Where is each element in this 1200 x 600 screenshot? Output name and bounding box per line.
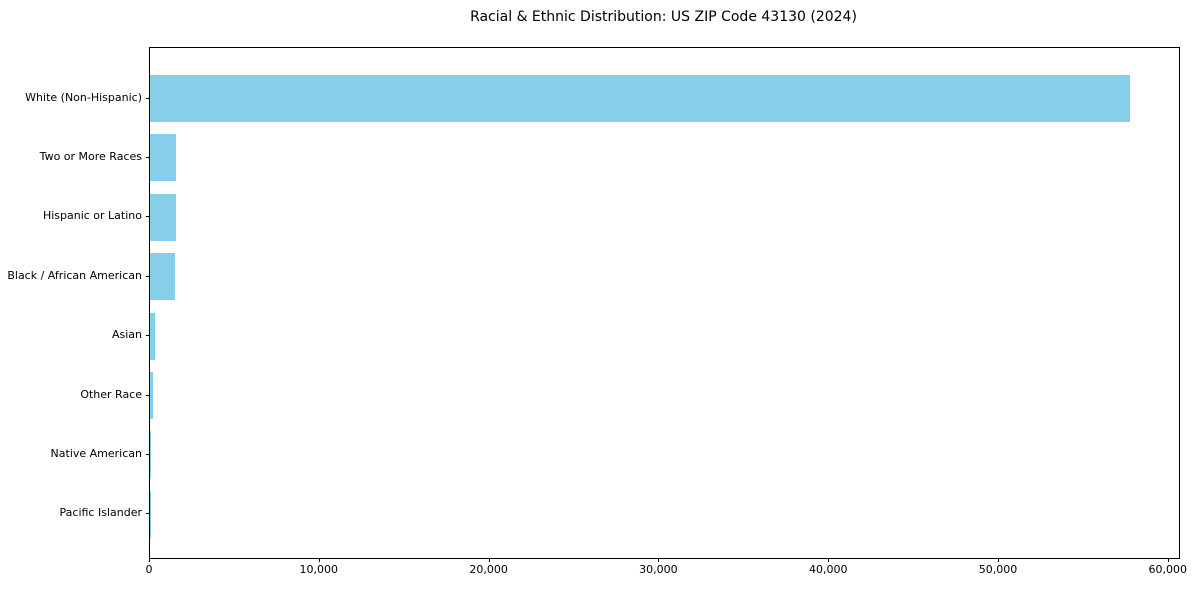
x-axis-tick-label: 40,000 — [808, 563, 848, 576]
y-axis-tick-label: Pacific Islander — [59, 506, 142, 520]
x-tick-mark — [828, 558, 830, 562]
y-axis-tick-label: Black / African American — [7, 268, 142, 282]
y-axis-tick-label: Asian — [111, 328, 142, 342]
bar-5 — [150, 372, 153, 419]
y-tick-mark — [146, 97, 150, 99]
plot-area — [149, 47, 1180, 559]
y-axis-tick-label: White (Non-Hispanic) — [25, 90, 142, 104]
x-tick-mark — [998, 558, 999, 562]
bar-1 — [150, 134, 177, 182]
x-axis-tick-label: 10,000 — [299, 563, 339, 576]
x-tick-mark — [658, 558, 660, 562]
x-axis-tick-label: 50,000 — [978, 563, 1018, 576]
bar-6 — [150, 431, 151, 479]
y-axis-tick-label: Hispanic or Latino — [42, 209, 142, 223]
x-tick-mark — [1167, 558, 1169, 562]
x-tick-mark — [318, 558, 320, 562]
chart-title: Racial & Ethnic Distribution: US ZIP Cod… — [470, 9, 857, 25]
y-tick-mark — [146, 156, 150, 158]
x-axis-tick-label: 20,000 — [469, 563, 508, 576]
y-tick-mark — [146, 335, 150, 337]
y-tick-mark — [146, 513, 150, 515]
bar-4 — [150, 312, 155, 360]
y-tick-mark — [146, 453, 150, 455]
y-tick-mark — [146, 394, 150, 396]
bar-0 — [150, 75, 1130, 122]
x-tick-mark — [488, 558, 490, 562]
x-axis-tick-label: 60,000 — [1148, 563, 1188, 576]
y-axis-tick-label: Other Race — [80, 387, 142, 401]
y-tick-mark — [146, 275, 150, 277]
y-tick-mark — [146, 216, 150, 218]
x-tick-mark — [149, 558, 150, 562]
bar-3 — [150, 253, 176, 301]
bar-2 — [150, 193, 176, 241]
x-axis-tick-label: 0 — [145, 563, 153, 576]
y-axis-tick-label: Native American — [50, 446, 142, 460]
x-axis-tick-label: 30,000 — [639, 563, 678, 576]
y-axis-tick-label: Two or More Races — [39, 149, 142, 163]
